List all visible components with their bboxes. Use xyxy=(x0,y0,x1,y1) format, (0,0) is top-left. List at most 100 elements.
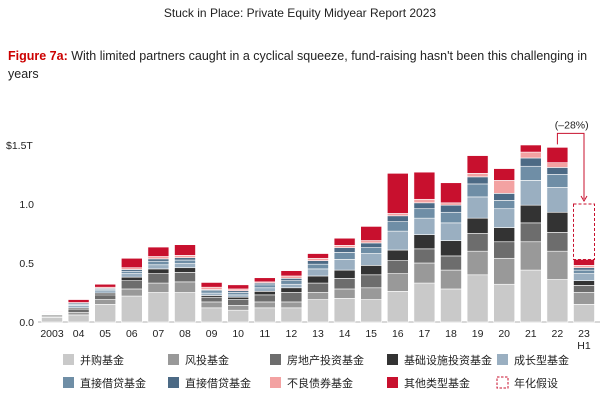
bar-segment-21-s0 xyxy=(519,269,542,323)
bar-segment-23-s8 xyxy=(573,259,595,266)
bar-segment-11-s1 xyxy=(254,301,276,309)
bar-segment-23-s4 xyxy=(573,273,595,281)
bar-segment-09-s1 xyxy=(200,301,223,309)
bar-segment-23-s5 xyxy=(573,269,595,274)
x-tick-label-08: 08 xyxy=(179,328,191,340)
bar-segment-20-s7 xyxy=(493,180,516,194)
x-tick-label-05: 05 xyxy=(99,328,111,340)
bar-segment-10-s0 xyxy=(227,309,249,323)
figure-label: Figure 7a: xyxy=(8,49,68,63)
bar-segment-11-s0 xyxy=(254,307,276,323)
bar-segment-19-s4 xyxy=(466,196,489,219)
bar-segment-20-s1 xyxy=(493,257,516,285)
bar-segment-21-s6 xyxy=(519,157,542,167)
x-tick-label-14: 14 xyxy=(339,328,351,340)
figure-text: With limited partners caught in a cyclic… xyxy=(8,49,588,81)
bar-segment-16-s6 xyxy=(386,215,409,223)
bar-segment-21-s7 xyxy=(519,151,542,159)
bar-segment-13-s2 xyxy=(307,282,329,293)
legend-swatch-5 xyxy=(63,377,74,388)
bar-segment-11-s2 xyxy=(254,294,276,303)
bar-segment-05-s8 xyxy=(94,283,116,288)
bar-segment-22-s3 xyxy=(546,211,569,233)
bar-segment-15-s0 xyxy=(360,299,383,323)
y-tick-label-1: 0.5 xyxy=(19,258,34,270)
bar-segment-21-s5 xyxy=(519,165,542,181)
bar-segment-22-s6 xyxy=(546,167,569,175)
bar-segment-12-s1 xyxy=(280,301,303,309)
bar-segment-19-s6 xyxy=(466,176,489,185)
bar-segment-18-s4 xyxy=(440,222,462,241)
bar-segment-16-s4 xyxy=(386,230,409,251)
legend-swatch-7 xyxy=(270,377,281,388)
bar-segment-09-s8 xyxy=(200,282,223,288)
bar-segment-12-s8 xyxy=(280,270,303,277)
bar-segment-21-s2 xyxy=(519,222,542,243)
bar-segment-20-s2 xyxy=(493,241,516,259)
bar-segment-05-s2 xyxy=(94,294,116,300)
bar-segment-2003-s8 xyxy=(41,311,63,313)
bar-segment-08-s2 xyxy=(174,272,196,283)
bar-segment-16-s2 xyxy=(386,260,409,274)
legend-label-0: 并购基金 xyxy=(80,353,124,367)
annotation-bracket xyxy=(556,132,585,199)
bar-segment-23-s2 xyxy=(573,285,595,293)
legend-swatch-9 xyxy=(496,376,509,389)
legend-label-8: 其他类型基金 xyxy=(404,376,470,390)
bar-segment-07-s6 xyxy=(147,258,170,262)
bar-segment-20-s3 xyxy=(493,227,516,243)
bar-segment-04-s2 xyxy=(67,308,90,313)
bar-segment-04-s4 xyxy=(67,305,90,309)
bar-segment-23-s7 xyxy=(573,265,595,269)
bars-group xyxy=(41,144,595,323)
bar-segment-21-s8 xyxy=(519,144,542,153)
bar-segment-18-s2 xyxy=(440,255,462,271)
bar-segment-15-s5 xyxy=(360,247,383,254)
bar-segment-08-s0 xyxy=(174,292,196,323)
bar-segment-15-s2 xyxy=(360,274,383,289)
x-tick-label-10: 10 xyxy=(232,328,244,340)
bar-segment-16-s8 xyxy=(386,173,409,214)
bar-segment-07-s3 xyxy=(147,268,170,274)
bar-segment-18-s0 xyxy=(440,288,462,323)
bar-segment-07-s8 xyxy=(147,246,170,257)
bar-segment-14-s0 xyxy=(333,298,356,323)
bar-segment-13-s1 xyxy=(307,292,329,300)
y-axis: 0.0 0.5 1.0 $1.5T xyxy=(6,140,34,329)
bar-segment-21-s3 xyxy=(519,204,542,224)
bar-segment-11-s5 xyxy=(254,284,276,289)
bar-segment-14-s6 xyxy=(333,247,356,253)
bar-segment-12-s3 xyxy=(280,287,303,293)
bar-segment-12-s6 xyxy=(280,278,303,281)
legend-label-9: 年化假设 xyxy=(514,376,558,390)
bar-segment-14-s7 xyxy=(333,245,356,248)
bar-segment-17-s7 xyxy=(413,198,436,204)
bar-segment-13-s4 xyxy=(307,268,329,277)
bar-segment-14-s1 xyxy=(333,288,356,299)
bar-segment-07-s1 xyxy=(147,282,170,293)
x-tick-label-21: 21 xyxy=(525,328,537,340)
x-tick-label-04: 04 xyxy=(73,328,85,340)
bar-segment-15-s7 xyxy=(360,240,383,244)
bar-segment-18-s1 xyxy=(440,269,462,290)
bar-segment-18-s8 xyxy=(440,182,462,204)
bar-segment-21-s1 xyxy=(519,241,542,271)
bar-segment-17-s4 xyxy=(413,217,436,235)
bar-segment-22-s1 xyxy=(546,250,569,280)
legend-label-4: 成长型基金 xyxy=(514,353,569,367)
legend-swatch-0 xyxy=(63,354,74,365)
legend-swatch-2 xyxy=(270,354,281,365)
legend-label-3: 基础设施投资基金 xyxy=(404,353,492,367)
annotation-label: (–28%) xyxy=(555,119,589,131)
bar-segment-17-s5 xyxy=(413,208,436,219)
x-tick-label-20: 20 xyxy=(498,328,510,340)
legend-swatch-8 xyxy=(387,377,398,388)
bar-segment-14-s3 xyxy=(333,269,356,279)
bar-segment-09-s4 xyxy=(200,292,223,296)
bar-segment-04-s1 xyxy=(67,312,90,316)
bar-segment-17-s2 xyxy=(413,248,436,264)
legend-label-1: 风投基金 xyxy=(185,353,229,367)
x-tick-label-17: 17 xyxy=(419,328,431,340)
